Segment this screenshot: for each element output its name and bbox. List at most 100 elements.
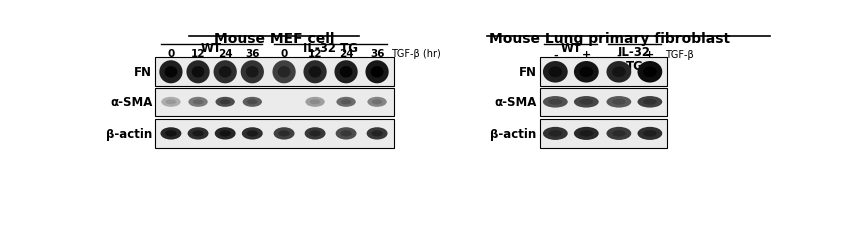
Text: IL-32 TG: IL-32 TG (303, 42, 358, 55)
Text: FN: FN (519, 66, 537, 79)
Ellipse shape (580, 99, 594, 105)
Ellipse shape (219, 67, 232, 78)
Ellipse shape (188, 97, 208, 107)
Ellipse shape (278, 131, 289, 137)
Text: β-actin: β-actin (490, 127, 537, 140)
Ellipse shape (612, 67, 625, 78)
Ellipse shape (643, 99, 656, 105)
Ellipse shape (368, 97, 387, 107)
Text: WT: WT (560, 42, 582, 55)
Ellipse shape (339, 67, 352, 78)
Ellipse shape (166, 100, 176, 105)
Text: 36: 36 (245, 49, 259, 59)
Bar (155, 58, 394, 87)
Ellipse shape (192, 131, 204, 137)
Text: TGF-β: TGF-β (666, 50, 694, 60)
Ellipse shape (216, 97, 235, 107)
Ellipse shape (340, 131, 352, 137)
Text: +: + (582, 50, 591, 60)
Ellipse shape (310, 100, 320, 105)
Ellipse shape (612, 99, 625, 105)
Text: TGF-β (hr): TGF-β (hr) (391, 49, 441, 59)
Ellipse shape (606, 62, 631, 83)
Ellipse shape (274, 128, 295, 140)
Text: Mouse MEF cell: Mouse MEF cell (214, 32, 334, 46)
Text: β-actin: β-actin (106, 127, 152, 140)
Text: 24: 24 (338, 49, 353, 59)
Ellipse shape (372, 100, 382, 105)
Ellipse shape (214, 61, 237, 84)
Ellipse shape (247, 131, 258, 137)
Text: WT: WT (201, 42, 222, 55)
Ellipse shape (334, 61, 357, 84)
Text: -: - (553, 50, 557, 60)
Text: 12: 12 (308, 49, 322, 59)
Ellipse shape (612, 131, 625, 137)
Text: IL-32
TG: IL-32 TG (618, 46, 651, 72)
Ellipse shape (309, 131, 320, 137)
Ellipse shape (186, 61, 210, 84)
Bar (155, 119, 394, 148)
Ellipse shape (543, 62, 568, 83)
Ellipse shape (161, 128, 181, 140)
Ellipse shape (159, 61, 183, 84)
Ellipse shape (574, 127, 599, 140)
Ellipse shape (549, 67, 562, 78)
Ellipse shape (606, 127, 631, 140)
Ellipse shape (161, 97, 180, 107)
Ellipse shape (606, 97, 631, 108)
Ellipse shape (637, 127, 662, 140)
Ellipse shape (187, 128, 209, 140)
Ellipse shape (220, 100, 230, 105)
Ellipse shape (643, 67, 656, 78)
Ellipse shape (215, 128, 235, 140)
Ellipse shape (580, 67, 594, 78)
Ellipse shape (337, 97, 356, 107)
Ellipse shape (574, 62, 599, 83)
Bar (539, 58, 667, 87)
Text: Mouse Lung primary fibroblast: Mouse Lung primary fibroblast (489, 32, 730, 46)
Text: FN: FN (134, 66, 152, 79)
Ellipse shape (574, 97, 599, 108)
Ellipse shape (165, 131, 177, 137)
Ellipse shape (242, 128, 263, 140)
Ellipse shape (643, 131, 656, 137)
Text: 36: 36 (370, 49, 384, 59)
Text: +: + (645, 50, 655, 60)
Bar (155, 89, 394, 116)
Ellipse shape (371, 131, 383, 137)
Ellipse shape (336, 128, 356, 140)
Ellipse shape (247, 100, 258, 105)
Ellipse shape (549, 99, 562, 105)
Ellipse shape (637, 97, 662, 108)
Ellipse shape (277, 67, 290, 78)
Ellipse shape (549, 131, 562, 137)
Ellipse shape (580, 131, 594, 137)
Text: 12: 12 (191, 49, 205, 59)
Ellipse shape (306, 97, 325, 107)
Ellipse shape (305, 128, 326, 140)
Ellipse shape (241, 61, 264, 84)
Ellipse shape (367, 128, 387, 140)
Ellipse shape (192, 67, 204, 78)
Ellipse shape (272, 61, 295, 84)
Ellipse shape (341, 100, 351, 105)
Bar (539, 119, 667, 148)
Ellipse shape (308, 67, 321, 78)
Text: 24: 24 (218, 49, 233, 59)
Ellipse shape (637, 62, 662, 83)
Ellipse shape (165, 67, 177, 78)
Text: 0: 0 (280, 49, 288, 59)
Bar (539, 89, 667, 116)
Text: -: - (617, 50, 621, 60)
Ellipse shape (543, 97, 568, 108)
Ellipse shape (371, 67, 383, 78)
Text: α-SMA: α-SMA (494, 96, 537, 109)
Ellipse shape (246, 67, 259, 78)
Text: 0: 0 (168, 49, 174, 59)
Ellipse shape (192, 100, 204, 105)
Text: α-SMA: α-SMA (110, 96, 152, 109)
Ellipse shape (543, 127, 568, 140)
Ellipse shape (242, 97, 262, 107)
Ellipse shape (365, 61, 389, 84)
